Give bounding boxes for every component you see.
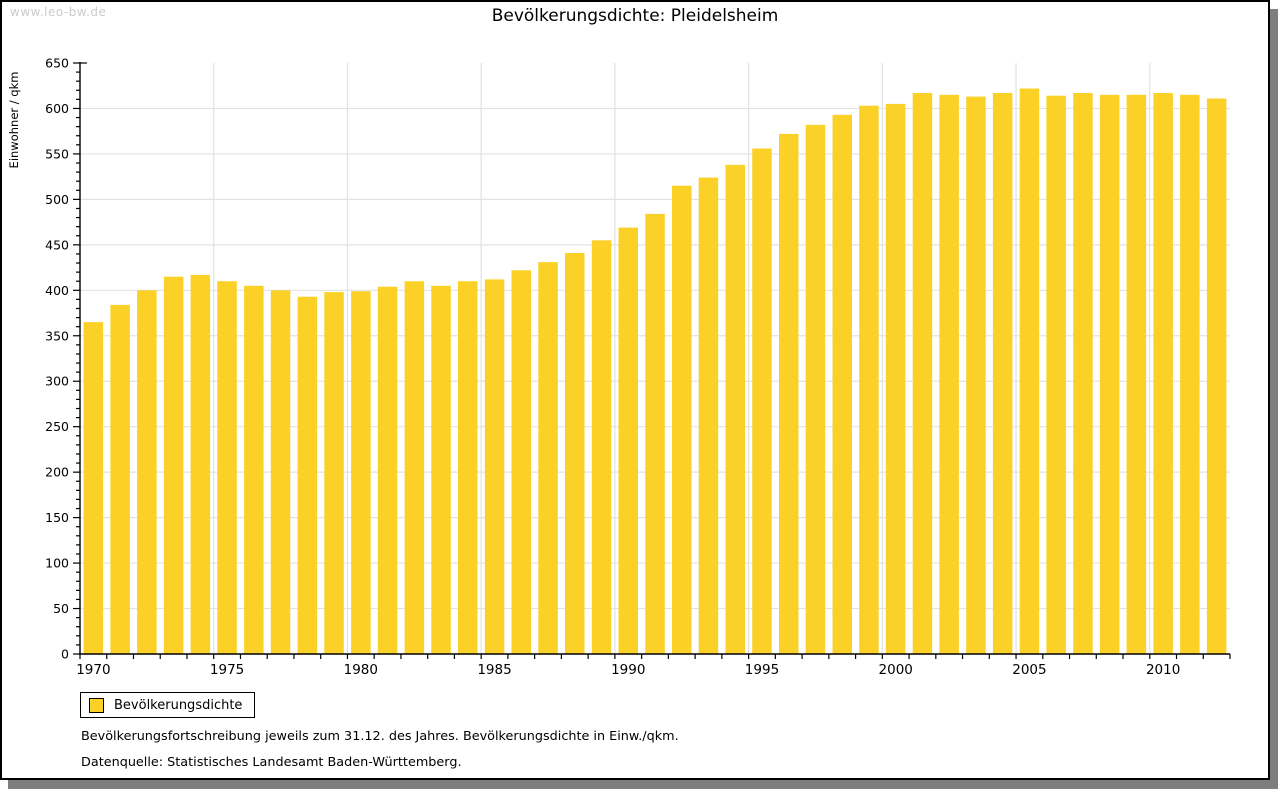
svg-text:2010: 2010	[1146, 662, 1180, 678]
page-title: Bevölkerungsdichte: Pleidelsheim	[491, 6, 779, 26]
svg-text:2000: 2000	[879, 662, 913, 678]
footnote-method: Bevölkerungsfortschreibung jeweils zum 3…	[81, 729, 679, 744]
svg-text:100: 100	[45, 556, 69, 571]
bar-chart: 0 50 100 150 200 250 300 350 400 450 500 550 600 650 1…	[2, 2, 1268, 778]
svg-text:250: 250	[45, 419, 69, 434]
svg-text:650: 650	[45, 56, 69, 71]
svg-text:1970: 1970	[76, 662, 110, 678]
svg-text:600: 600	[45, 101, 69, 116]
svg-text:350: 350	[45, 328, 69, 343]
svg-text:1990: 1990	[611, 662, 645, 678]
legend-box: Bevölkerungsdichte	[80, 692, 256, 718]
svg-text:400: 400	[45, 283, 69, 298]
svg-text:200: 200	[45, 465, 69, 480]
chart-canvas: 0 50 100 150 200 250 300 350 400 450 500 550 600 650 1…	[7, 56, 1231, 678]
legend-label: Bevölkerungsdichte	[114, 697, 243, 713]
svg-text:0: 0	[61, 647, 69, 662]
chart-window: www.leo-bw.de Bevölkerungsdichte: Pleide…	[0, 0, 1270, 780]
svg-text:500: 500	[45, 192, 69, 207]
svg-text:550: 550	[45, 146, 69, 161]
legend-color-swatch	[89, 697, 104, 713]
svg-text:1995: 1995	[745, 662, 779, 678]
svg-text:1980: 1980	[344, 662, 378, 678]
footnote-source: Datenquelle: Statistisches Landesamt Bad…	[81, 755, 462, 770]
svg-text:300: 300	[45, 374, 69, 389]
svg-text:450: 450	[45, 237, 69, 252]
svg-text:150: 150	[45, 510, 69, 525]
svg-text:50: 50	[53, 601, 69, 616]
watermark: www.leo-bw.de	[10, 5, 107, 19]
svg-text:Einwohner / qkm: Einwohner / qkm	[7, 72, 21, 169]
svg-text:2005: 2005	[1012, 662, 1046, 678]
svg-text:1975: 1975	[210, 662, 244, 678]
svg-text:1985: 1985	[477, 662, 511, 678]
